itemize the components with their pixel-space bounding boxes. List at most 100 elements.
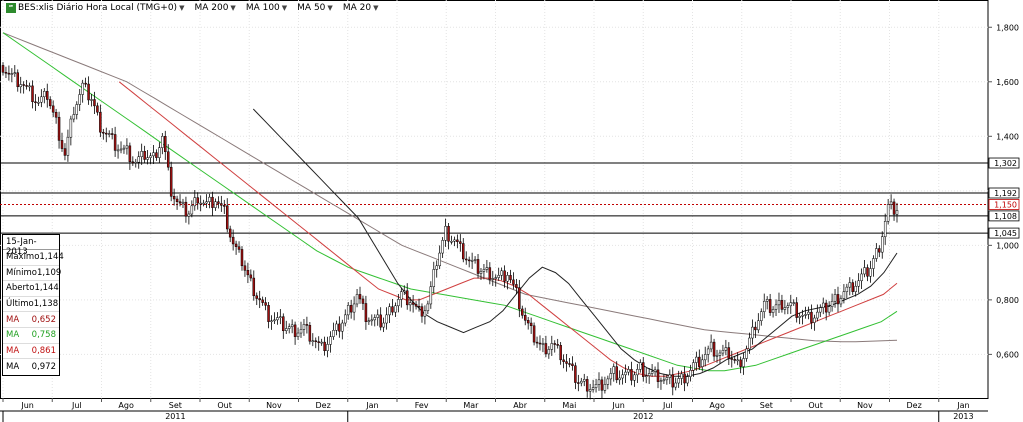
candle-body bbox=[736, 359, 739, 362]
plot-area bbox=[0, 0, 989, 399]
candle-body bbox=[515, 284, 518, 288]
x-tick-label: Jul bbox=[71, 401, 82, 410]
candle-body bbox=[795, 302, 798, 318]
candle-body bbox=[618, 377, 621, 381]
candle-body bbox=[110, 133, 114, 135]
candle-body bbox=[804, 314, 807, 316]
info-label: Máximo bbox=[6, 252, 40, 263]
x-tick-label: Abr bbox=[513, 401, 528, 410]
info-row-last: Último 1,138 bbox=[3, 297, 59, 313]
candle-body bbox=[668, 374, 672, 378]
candle-body bbox=[432, 269, 436, 287]
info-value: 1,144 bbox=[34, 283, 59, 294]
indicator-label: MA 20 bbox=[342, 3, 372, 13]
data-window: 15-Jan-2013 Máximo 1,144 Mínimo 1,109 Ab… bbox=[2, 234, 64, 376]
candle-body bbox=[37, 101, 40, 104]
chevron-down-icon: ▼ bbox=[373, 4, 379, 12]
indicator-ma200[interactable]: MA 200 ▼ bbox=[191, 3, 238, 13]
candle-body bbox=[90, 99, 93, 101]
x-tick-label: Set bbox=[760, 401, 773, 410]
candle-body bbox=[854, 285, 857, 292]
candle-body bbox=[140, 151, 143, 157]
candle-body bbox=[656, 369, 660, 382]
candle-body bbox=[258, 298, 261, 301]
candle-body bbox=[695, 356, 698, 363]
candle-body bbox=[149, 155, 152, 158]
candle-body bbox=[783, 307, 787, 310]
candle-body bbox=[780, 300, 784, 310]
candle-body bbox=[78, 94, 81, 105]
candle-body bbox=[54, 111, 58, 118]
candle-body bbox=[883, 221, 887, 237]
level-label: 1,108 bbox=[994, 212, 1017, 221]
candle-body bbox=[813, 317, 816, 323]
x-tick-label: Out bbox=[217, 401, 232, 410]
indicator-ma100[interactable]: MA 100 ▼ bbox=[243, 3, 290, 13]
candle-body bbox=[751, 326, 754, 339]
candle-body bbox=[199, 202, 202, 205]
candle-body bbox=[609, 373, 613, 380]
candle-body bbox=[686, 376, 689, 384]
chevron-down-icon: ▼ bbox=[179, 4, 185, 12]
candle-body bbox=[107, 133, 111, 135]
candle-body bbox=[4, 71, 8, 74]
info-row-low: Mínimo 1,109 bbox=[3, 266, 61, 282]
indicator-ma50[interactable]: MA 50 ▼ bbox=[294, 3, 336, 13]
candle-body bbox=[252, 277, 256, 297]
candle-body bbox=[408, 302, 412, 306]
candle-body bbox=[630, 369, 633, 381]
x-tick-label: Nov bbox=[266, 401, 282, 410]
candle-body bbox=[574, 365, 577, 383]
candle-body bbox=[223, 205, 226, 207]
candle-body bbox=[329, 336, 332, 345]
candle-body bbox=[299, 329, 303, 334]
x-tick-label: Fev bbox=[415, 401, 429, 410]
candle-body bbox=[84, 82, 87, 85]
candle-body bbox=[538, 342, 542, 345]
info-row-ma200: MA 0,652 bbox=[3, 312, 59, 328]
x-tick-label: Mai bbox=[562, 401, 576, 410]
candle-body bbox=[338, 323, 341, 332]
candle-body bbox=[220, 203, 223, 206]
candle-body bbox=[205, 201, 208, 204]
indicator-ma20[interactable]: MA 20 ▼ bbox=[340, 3, 382, 13]
candle-body bbox=[361, 298, 365, 304]
candle-body bbox=[51, 105, 55, 113]
candle-body bbox=[827, 306, 831, 313]
candle-body bbox=[320, 341, 323, 344]
info-date: 15-Jan-2013 bbox=[3, 235, 59, 257]
candle-body bbox=[382, 322, 385, 328]
candle-body bbox=[518, 287, 521, 310]
candle-body bbox=[441, 240, 444, 254]
candle-body bbox=[240, 249, 244, 267]
candle-body bbox=[355, 294, 359, 305]
candle-body bbox=[895, 210, 899, 215]
chevron-down-icon: ▼ bbox=[327, 4, 333, 12]
candle-body bbox=[426, 303, 430, 312]
symbol-selector[interactable]: ꟹ BES:xlis Diário Hora Local (TMG+0) ▼ bbox=[3, 3, 187, 13]
candle-body bbox=[509, 275, 512, 281]
candle-body bbox=[810, 311, 813, 323]
candle-body bbox=[600, 379, 604, 391]
info-label: MA bbox=[6, 330, 20, 341]
info-label: Mínimo bbox=[6, 267, 37, 278]
candle-body bbox=[677, 378, 680, 384]
candle-body bbox=[323, 341, 326, 351]
candle-body bbox=[178, 201, 182, 204]
indicator-label: MA 50 bbox=[297, 3, 326, 13]
candle-body bbox=[113, 134, 117, 151]
candle-body bbox=[164, 136, 167, 152]
candle-body bbox=[789, 302, 793, 307]
candle-body bbox=[671, 374, 675, 388]
candle-body bbox=[473, 259, 477, 261]
chevron-down-icon: ▼ bbox=[230, 4, 236, 12]
candle-body bbox=[385, 314, 388, 324]
candle-body bbox=[798, 315, 801, 318]
info-value: 0,652 bbox=[31, 314, 56, 325]
y-tick-label: 0,600 bbox=[996, 350, 1019, 359]
candle-body bbox=[866, 267, 869, 277]
candle-body bbox=[488, 267, 492, 280]
info-value: 1,144 bbox=[39, 252, 64, 263]
